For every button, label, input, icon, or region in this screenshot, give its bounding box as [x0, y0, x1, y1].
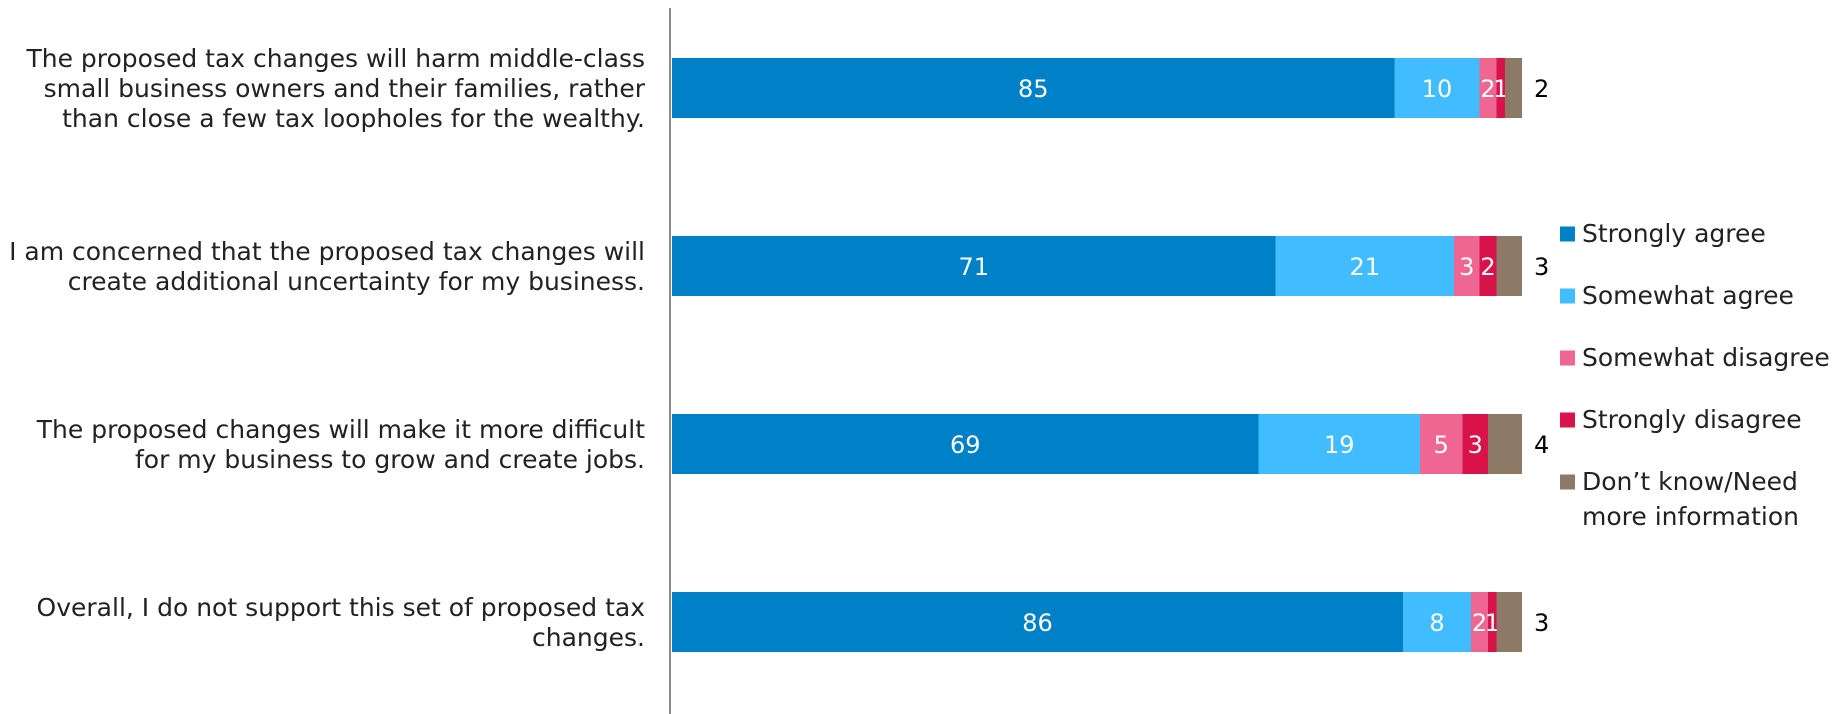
bar-segment-strongly-agree	[672, 414, 1259, 474]
category-label: The proposed changes will make it more d…	[36, 415, 645, 474]
data-label: 69	[950, 431, 981, 459]
bar-segment-somewhat-agree	[1394, 58, 1480, 118]
category-label-line: The proposed changes will make it more d…	[36, 415, 645, 444]
bar-segment-strongly-agree	[672, 236, 1276, 296]
category-label-line: I am concerned that the proposed tax cha…	[9, 237, 645, 266]
category-label-line: create additional uncertainty for my bus…	[68, 267, 645, 296]
bar-segment-strongly-disagree	[1479, 236, 1497, 296]
data-label: 8	[1429, 609, 1444, 637]
bar-segment-somewhat-agree	[1258, 414, 1420, 474]
bar-segment-strongly-agree	[672, 592, 1403, 652]
data-label: 1	[1485, 609, 1500, 637]
data-label: 19	[1324, 431, 1355, 459]
data-label: 1	[1493, 75, 1508, 103]
data-label: 86	[1022, 609, 1053, 637]
category-label-line: The proposed tax changes will harm middl…	[25, 44, 645, 73]
bars: 85 10 21 271 21 3 2 369 19 5 3 486 8 21 3	[672, 58, 1549, 652]
bar-segment-strongly-agree	[672, 58, 1395, 118]
bar-segment-somewhat-disagree	[1471, 592, 1488, 652]
bar-segment-strongly-disagree	[1462, 414, 1488, 474]
data-label: 2	[1480, 253, 1495, 281]
category-label: Overall, I do not support this set of pr…	[37, 593, 645, 652]
category-label-line: than close a few tax loopholes for the w…	[62, 104, 645, 133]
data-label: 2	[1472, 609, 1487, 637]
bar-segment-somewhat-disagree	[1454, 236, 1480, 296]
category-label-line: small business owners and their families…	[44, 74, 646, 103]
legend-label: Somewhat agree	[1582, 281, 1794, 310]
data-label: 3	[1534, 253, 1549, 281]
category-label: The proposed tax changes will harm middl…	[25, 44, 645, 133]
legend-label-line: Strongly agree	[1582, 219, 1766, 248]
category-label-line: for my business to grow and create jobs.	[135, 445, 645, 474]
category-labels: The proposed tax changes will harm middl…	[9, 44, 646, 652]
bar-segment-don-t-know-need-more-information	[1505, 58, 1522, 118]
bar-segment-strongly-disagree	[1488, 592, 1497, 652]
legend-label-line: Strongly disagree	[1582, 405, 1802, 434]
legend-swatch-strongly-agree	[1560, 226, 1575, 242]
bar-segment-somewhat-agree	[1275, 236, 1454, 296]
category-label-line: Overall, I do not support this set of pr…	[37, 593, 645, 622]
data-label: 21	[1349, 253, 1380, 281]
legend-swatch-somewhat-agree	[1560, 288, 1575, 304]
data-label: 10	[1422, 75, 1453, 103]
legend-label: Strongly disagree	[1582, 405, 1802, 434]
legend-swatch-somewhat-disagree	[1560, 350, 1575, 366]
category-label-line: changes.	[532, 623, 645, 652]
bar-segment-somewhat-agree	[1403, 592, 1471, 652]
legend-swatch-strongly-disagree	[1560, 412, 1575, 428]
data-label: 2	[1480, 75, 1495, 103]
bar-segment-strongly-disagree	[1496, 58, 1505, 118]
legend: Strongly agree Somewhat agree Somewhat dis…	[1560, 219, 1830, 531]
bar-segment-somewhat-disagree	[1420, 414, 1463, 474]
data-label: 3	[1468, 431, 1483, 459]
legend-label-line: Somewhat agree	[1582, 281, 1794, 310]
bar-segment-somewhat-disagree	[1479, 58, 1497, 118]
legend-swatch-don-t-know-need-more-information	[1560, 474, 1575, 490]
bar-segment-don-t-know-need-more-information	[1488, 414, 1522, 474]
data-label: 2	[1534, 75, 1549, 103]
legend-label: Strongly agree	[1582, 219, 1766, 248]
legend-label: Don’t know/Need more information	[1582, 467, 1799, 531]
data-label: 4	[1534, 431, 1549, 459]
legend-label-line: Somewhat disagree	[1582, 343, 1830, 372]
data-label: 3	[1459, 253, 1474, 281]
data-label: 5	[1434, 431, 1449, 459]
bar-segment-don-t-know-need-more-information	[1496, 592, 1522, 652]
data-label: 3	[1534, 609, 1549, 637]
legend-label-line: Don’t know/Need	[1582, 467, 1798, 496]
data-label: 71	[958, 253, 989, 281]
category-label: I am concerned that the proposed tax cha…	[9, 237, 645, 296]
data-label: 85	[1018, 75, 1049, 103]
legend-label-line: more information	[1582, 502, 1799, 531]
legend-label: Somewhat disagree	[1582, 343, 1830, 372]
bar-segment-don-t-know-need-more-information	[1496, 236, 1522, 296]
